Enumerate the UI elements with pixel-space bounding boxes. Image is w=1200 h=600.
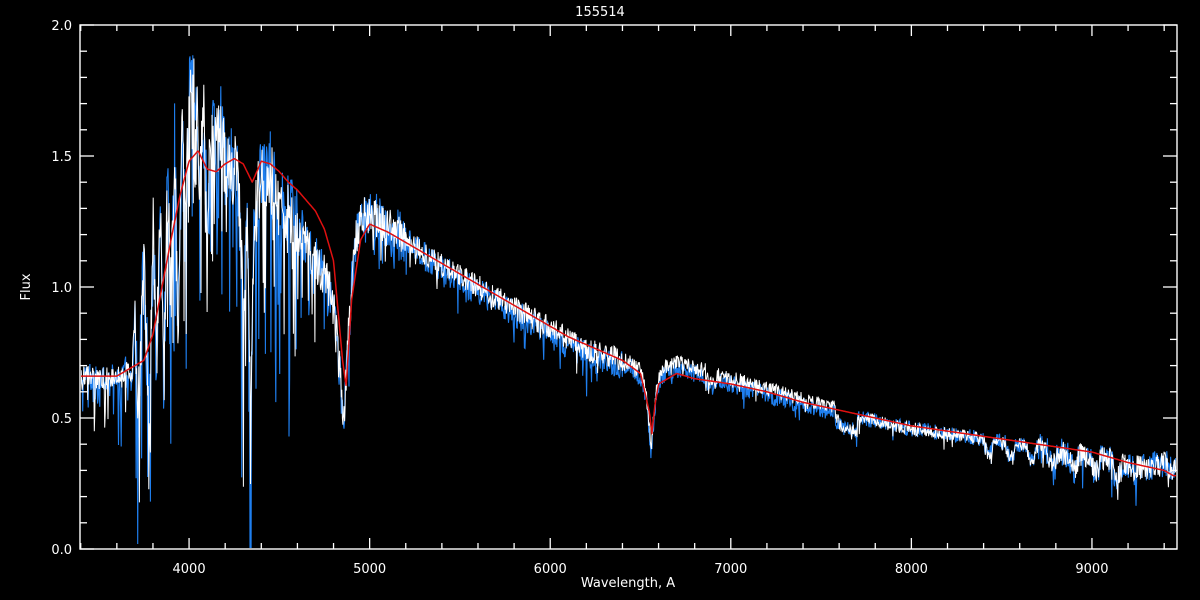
- x-tick-label: 6000: [534, 562, 567, 577]
- x-tick-label: 9000: [1075, 562, 1108, 577]
- x-tick-label: 5000: [353, 562, 386, 577]
- y-axis-label: Flux: [19, 273, 34, 300]
- y-tick-label: 1.5: [51, 150, 72, 165]
- model-fit-trace: [81, 150, 1176, 477]
- chart-title: 155514: [575, 5, 625, 20]
- x-tick-label: 4000: [173, 562, 206, 577]
- y-tick-label: 0.0: [51, 543, 72, 558]
- x-axis-label: Wavelength, A: [581, 576, 675, 591]
- x-tick-label: 8000: [895, 562, 928, 577]
- y-tick-label: 2.0: [51, 19, 72, 34]
- y-tick-label: 1.0: [51, 281, 72, 296]
- y-tick-label: 0.5: [51, 412, 72, 427]
- observed-spectrum-overplot-trace: [81, 58, 1176, 503]
- x-tick-label: 7000: [714, 562, 747, 577]
